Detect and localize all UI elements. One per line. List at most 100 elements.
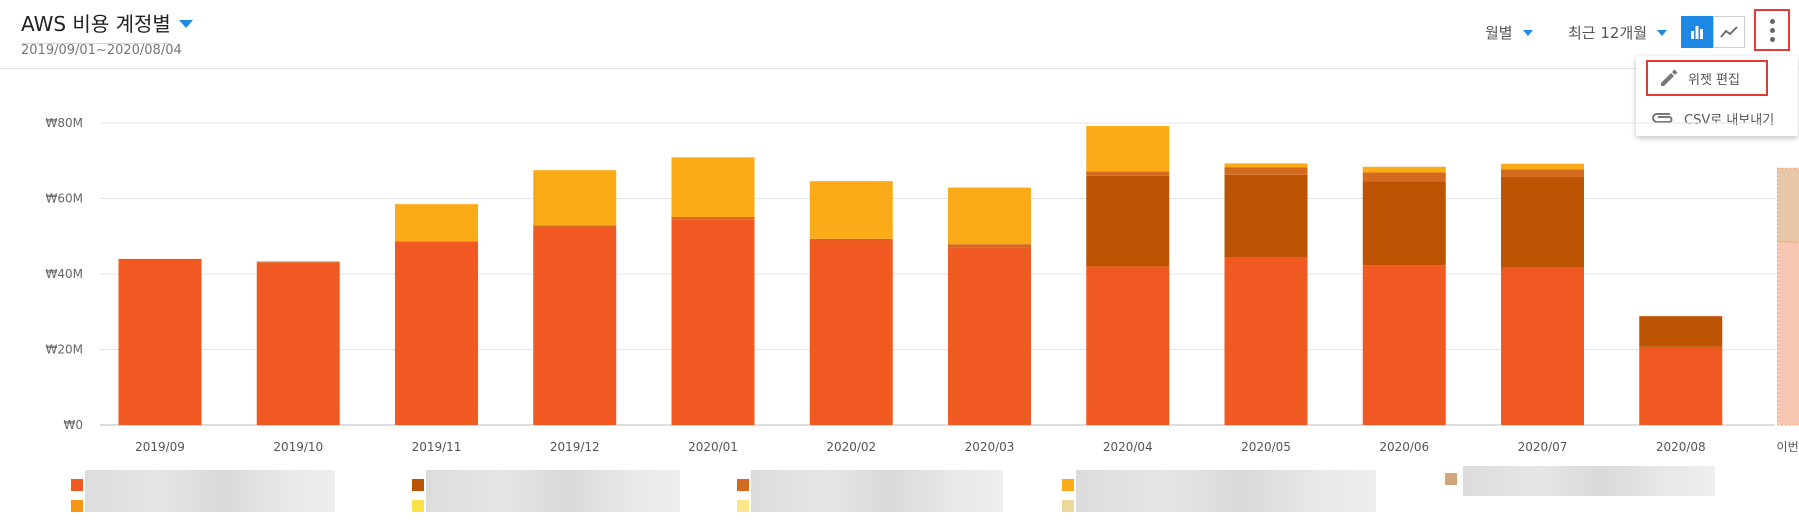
more-options-button[interactable]	[1754, 9, 1790, 51]
widget-header: AWS 비용 계정별 2019/09/01~2020/08/04 월별 최근 1…	[0, 0, 1799, 69]
y-tick-label: ₩60M	[46, 192, 84, 206]
bar-segment	[395, 241, 478, 242]
bar-segment	[1224, 174, 1308, 258]
legend-item[interactable]	[71, 479, 83, 491]
legend-item[interactable]	[1445, 473, 1457, 485]
export-csv-label: CSV로 내보내기	[1684, 112, 1775, 128]
legend-swatch	[71, 479, 83, 491]
bar-segment	[1362, 265, 1446, 425]
line-chart-icon	[1720, 26, 1738, 38]
redacted-legend-label	[751, 470, 1003, 512]
bar-segment	[671, 219, 755, 425]
y-tick-label: ₩0	[64, 418, 84, 432]
kebab-dot	[1769, 18, 1775, 24]
x-tick-label: 2020/04	[1103, 440, 1153, 454]
period-value: 월별	[1485, 24, 1513, 42]
bar-segment	[1086, 171, 1170, 176]
x-tick-label: 2020/05	[1241, 440, 1291, 454]
x-tick-label: 2020/02	[826, 440, 876, 454]
x-tick-label: 2020/06	[1379, 440, 1429, 454]
legend-swatch	[412, 479, 424, 491]
legend-swatch	[1062, 479, 1074, 491]
bar-segment	[533, 227, 617, 425]
redacted-legend-label	[426, 470, 680, 512]
redacted-legend-label	[1463, 466, 1715, 496]
forecast-bar-segment	[1777, 167, 1799, 243]
legend-item[interactable]	[412, 500, 424, 512]
bar-chart-button[interactable]	[1681, 16, 1713, 48]
y-tick-label: ₩40M	[46, 267, 84, 281]
title-caret-icon[interactable]	[178, 20, 193, 28]
bar-segment	[395, 204, 478, 242]
line-chart-button[interactable]	[1713, 16, 1745, 48]
bar-segment	[671, 216, 755, 220]
y-tick-label: ₩20M	[46, 343, 84, 357]
bar-chart-icon	[1691, 26, 1703, 39]
date-range: 2019/09/01~2020/08/04	[21, 43, 182, 58]
kebab-dot	[1769, 36, 1775, 42]
bar-segment	[1639, 346, 1723, 425]
range-caret-icon	[1657, 29, 1668, 36]
legend-item[interactable]	[1062, 500, 1074, 512]
bar-segment	[948, 244, 1031, 248]
bar-segment	[948, 187, 1031, 245]
x-tick-label: 이번달 예상 비용	[1777, 440, 1799, 454]
bar-segment	[671, 157, 755, 217]
bar-segment	[1086, 175, 1170, 267]
legend-item[interactable]	[737, 479, 749, 491]
x-tick-label: 2020/07	[1518, 440, 1568, 454]
bar-segment	[1639, 315, 1723, 317]
x-tick-label: 2020/03	[965, 440, 1015, 454]
bar-segment	[256, 261, 340, 263]
y-tick-label: ₩80M	[46, 116, 84, 130]
legend-swatch	[737, 500, 749, 512]
forecast-bar-segment	[1777, 241, 1799, 426]
bar-segment	[1362, 172, 1446, 182]
kebab-dot	[1769, 27, 1775, 33]
edit-widget-menu-item[interactable]: 위젯 편집	[1646, 60, 1768, 96]
cost-bar-chart: ₩0 ₩20M ₩40M ₩60M ₩80M 2019/09 2019/10 2019/11 2…	[46, 116, 1799, 454]
redacted-legend-label	[1076, 470, 1376, 512]
bar-segment	[1224, 257, 1308, 425]
bar-segment	[1501, 163, 1584, 170]
bar-segment	[395, 241, 478, 425]
period-dropdown[interactable]: 월별	[1485, 22, 1533, 43]
title-dropdown[interactable]: AWS 비용 계정별	[21, 8, 193, 44]
x-tick-label: 2019/12	[550, 440, 600, 454]
legend-swatch	[1445, 473, 1457, 485]
widget-title: AWS 비용 계정별	[21, 8, 171, 44]
range-dropdown[interactable]: 최근 12개월	[1568, 22, 1668, 43]
legend-swatch	[1062, 500, 1074, 512]
x-tick-label: 2020/01	[688, 440, 738, 454]
x-tick-label: 2019/10	[273, 440, 323, 454]
bar-segment	[256, 262, 340, 425]
legend-item[interactable]	[737, 500, 749, 512]
bar-segment	[809, 240, 893, 425]
legend-item[interactable]	[412, 479, 424, 491]
x-tick-label: 2019/09	[135, 440, 185, 454]
x-tick-label: 2019/11	[412, 440, 462, 454]
bar-segment	[1501, 169, 1584, 177]
bar-segment	[1224, 167, 1308, 175]
x-tick-label: 2020/08	[1656, 440, 1706, 454]
legend-swatch	[412, 500, 424, 512]
legend-item[interactable]	[71, 500, 83, 512]
bar-segment	[809, 181, 893, 239]
legend-swatch	[71, 500, 83, 512]
redacted-legend-label	[85, 470, 335, 512]
range-value: 최근 12개월	[1568, 24, 1648, 42]
paperclip-icon	[1650, 110, 1676, 126]
bar-segment	[1501, 176, 1584, 268]
bar-segment	[533, 225, 617, 228]
bar-segment	[1501, 267, 1584, 425]
legend-item[interactable]	[1062, 479, 1074, 491]
bar-segment	[1639, 316, 1723, 347]
bar-segment	[1086, 126, 1170, 172]
bar-segment	[809, 238, 893, 241]
bar-segment	[1362, 166, 1446, 173]
export-csv-menu-item[interactable]: CSV로 내보내기	[1636, 100, 1798, 136]
pencil-icon	[1658, 67, 1680, 89]
edit-widget-label: 위젯 편집	[1688, 72, 1740, 88]
bar-segment	[1362, 181, 1446, 266]
bar-segment	[533, 170, 617, 226]
